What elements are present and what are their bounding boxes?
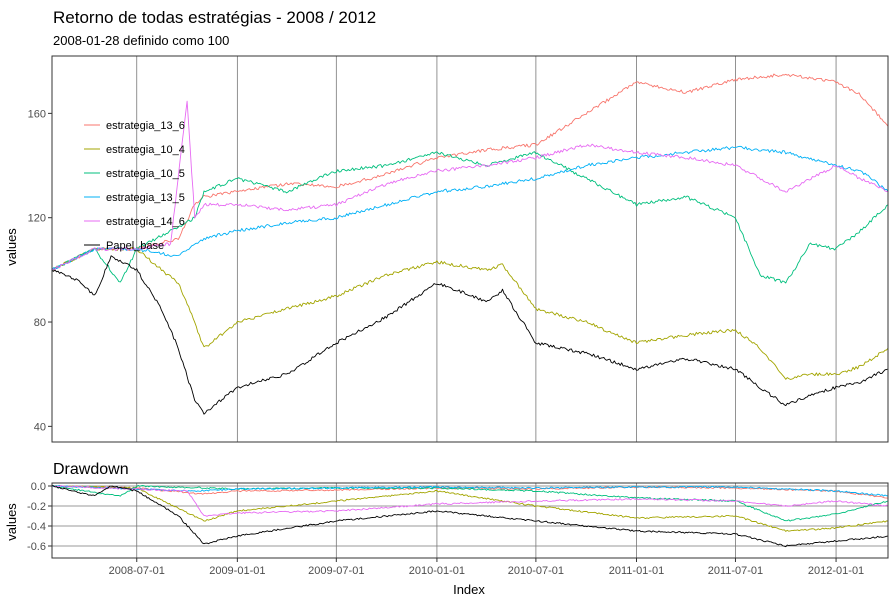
drawdown-series-line	[51, 484, 889, 517]
main-grid	[136, 56, 837, 442]
drawdown-panel-title: Drawdown	[53, 461, 129, 478]
x-tick-label: 2009-01-01	[209, 565, 265, 577]
drawdown-series-lines	[51, 484, 889, 548]
x-ticks: 2008-07-01 2009-01-01 2009-07-01 2010-01-01…	[109, 558, 864, 577]
legend-label: estrategia_14_6	[106, 216, 185, 228]
main-y-tick-label: 40	[34, 421, 46, 433]
drawdown-plot-frame	[51, 482, 889, 559]
legend-label: estrategia_10_4	[106, 144, 185, 156]
series-line-estrategia_10_4	[51, 246, 889, 380]
drawdown-grid	[52, 483, 888, 558]
drawdown-series-line	[51, 484, 889, 548]
x-tick-label: 2008-07-01	[109, 565, 165, 577]
drawdown-series-line	[51, 484, 889, 497]
series-line-estrategia_13_5	[51, 145, 889, 271]
main-y-ticks: 40 80 120 160	[28, 108, 52, 433]
drawdown-y-tick-label: -0.6	[27, 541, 46, 553]
x-tick-label: 2011-07-01	[708, 565, 763, 577]
x-tick-label: 2012-01-01	[808, 565, 864, 577]
x-axis-label: Index	[453, 582, 485, 597]
drawdown-series-line	[51, 484, 889, 532]
drawdown-y-tick-label: 0.0	[31, 481, 46, 493]
legend-label: estrategia_13_5	[106, 192, 185, 204]
main-y-tick-label: 160	[28, 108, 46, 120]
drawdown-y-axis-label: values	[4, 503, 19, 541]
series-line-Papel_base	[51, 255, 889, 415]
series-line-estrategia_10_5	[51, 151, 889, 284]
main-y-axis-label: values	[4, 228, 19, 266]
chart-title: Retorno de todas estratégias - 2008 / 20…	[53, 8, 376, 27]
series-line-estrategia_14_6	[51, 100, 889, 271]
legend: estrategia_13_6 estrategia_10_4 estrategia…	[84, 120, 185, 252]
drawdown-y-ticks: 0.0 -0.2 -0.4 -0.6	[27, 481, 52, 553]
main-plot-frame	[51, 55, 889, 443]
main-y-tick-label: 80	[34, 317, 46, 329]
main-y-tick-label: 120	[28, 213, 46, 225]
series-line-estrategia_13_6	[51, 73, 889, 272]
chart-subtitle: 2008-01-28 definido como 100	[53, 33, 229, 48]
drawdown-series-line	[51, 484, 889, 522]
main-series-lines	[51, 73, 889, 415]
legend-label: Papel_base	[106, 240, 164, 252]
drawdown-y-tick-label: -0.2	[27, 501, 46, 513]
x-tick-label: 2010-01-01	[409, 565, 465, 577]
drawdown-y-tick-label: -0.4	[27, 521, 46, 533]
legend-label: estrategia_10_5	[106, 168, 185, 180]
legend-label: estrategia_13_6	[106, 120, 185, 132]
x-tick-label: 2010-07-01	[508, 565, 564, 577]
x-tick-label: 2009-07-01	[308, 565, 364, 577]
x-tick-label: 2011-01-01	[609, 565, 664, 577]
